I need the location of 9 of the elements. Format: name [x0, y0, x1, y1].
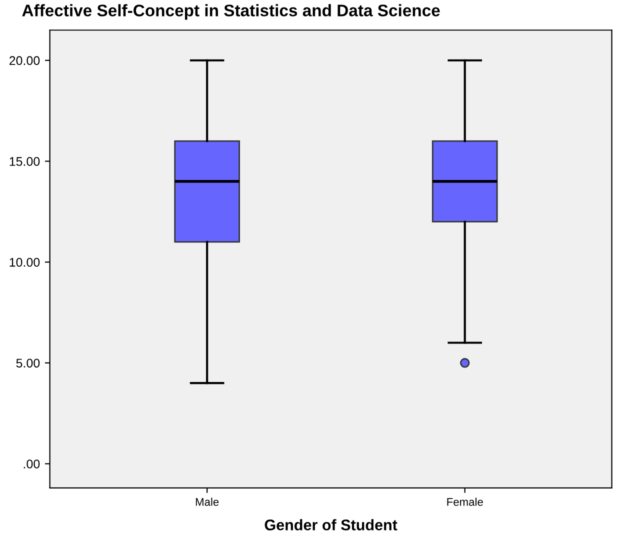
y-tick-label: 15.00 [10, 157, 40, 166]
y-tick-label: 5.00 [16, 358, 40, 368]
x-tick-label: Male [196, 498, 219, 506]
y-tick-label: 10.00 [10, 258, 40, 267]
y-tick-label: .00 [24, 460, 40, 468]
chart-title: Affective Self-Concept in Statistics and Data Science [22, 4, 440, 20]
x-axis-title: Gender of Student [264, 519, 398, 530]
y-tick-label: 20.00 [9, 56, 40, 66]
x-tick-label: Female [447, 498, 483, 506]
